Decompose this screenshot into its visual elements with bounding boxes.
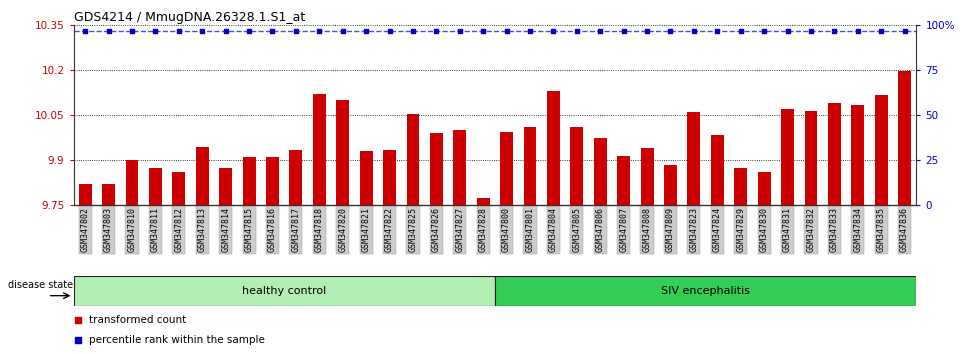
Point: [405, 28, 420, 33]
Point: [428, 28, 444, 33]
Point: [525, 262, 541, 268]
Bar: [266, 157, 279, 205]
Text: disease state: disease state: [8, 280, 73, 290]
Bar: [664, 165, 677, 205]
Bar: [495, 276, 916, 306]
Point: [757, 28, 772, 33]
Point: [101, 28, 117, 33]
Point: [171, 28, 186, 33]
Bar: [243, 157, 256, 205]
Point: [312, 28, 327, 33]
Bar: [758, 172, 770, 205]
Bar: [360, 151, 372, 205]
Bar: [805, 110, 817, 205]
Point: [124, 28, 140, 33]
Point: [546, 28, 562, 33]
Point: [77, 28, 93, 33]
Bar: [734, 168, 747, 205]
Bar: [898, 72, 911, 205]
Point: [569, 28, 585, 33]
Point: [662, 28, 678, 33]
Text: SIV encephalitis: SIV encephalitis: [662, 286, 750, 296]
Bar: [617, 156, 630, 205]
Point: [850, 28, 865, 33]
Point: [194, 28, 210, 33]
Point: [499, 28, 514, 33]
Point: [780, 28, 796, 33]
Point: [218, 28, 233, 33]
Bar: [172, 172, 185, 205]
Point: [288, 28, 304, 33]
Point: [382, 28, 398, 33]
Bar: [476, 198, 490, 205]
Point: [522, 28, 538, 33]
Bar: [781, 109, 794, 205]
Bar: [407, 114, 419, 205]
Point: [710, 28, 725, 33]
Point: [873, 28, 889, 33]
Point: [148, 28, 164, 33]
Point: [897, 28, 912, 33]
Bar: [828, 103, 841, 205]
Text: percentile rank within the sample: percentile rank within the sample: [88, 335, 265, 345]
Bar: [74, 276, 495, 306]
Bar: [687, 112, 701, 205]
Bar: [430, 133, 443, 205]
Bar: [570, 127, 583, 205]
Point: [475, 28, 491, 33]
Bar: [102, 184, 115, 205]
Text: transformed count: transformed count: [88, 315, 186, 325]
Bar: [875, 96, 888, 205]
Bar: [594, 138, 607, 205]
Point: [592, 28, 608, 33]
Bar: [336, 100, 349, 205]
Point: [686, 28, 702, 33]
Point: [639, 28, 655, 33]
Point: [803, 28, 818, 33]
Text: GDS4214 / MmugDNA.26328.1.S1_at: GDS4214 / MmugDNA.26328.1.S1_at: [74, 11, 305, 24]
Point: [359, 28, 374, 33]
Bar: [852, 104, 864, 205]
Point: [265, 28, 280, 33]
Bar: [500, 132, 514, 205]
Point: [826, 28, 842, 33]
Bar: [454, 130, 466, 205]
Bar: [641, 148, 654, 205]
Point: [335, 28, 351, 33]
Bar: [383, 150, 396, 205]
Bar: [710, 135, 724, 205]
Point: [525, 85, 541, 91]
Bar: [523, 127, 536, 205]
Bar: [149, 168, 162, 205]
Point: [241, 28, 257, 33]
Bar: [289, 150, 303, 205]
Point: [733, 28, 749, 33]
Bar: [125, 160, 138, 205]
Bar: [220, 168, 232, 205]
Bar: [547, 91, 560, 205]
Bar: [196, 147, 209, 205]
Bar: [78, 184, 92, 205]
Point: [452, 28, 467, 33]
Bar: [313, 94, 325, 205]
Text: healthy control: healthy control: [242, 286, 326, 296]
Point: [615, 28, 631, 33]
